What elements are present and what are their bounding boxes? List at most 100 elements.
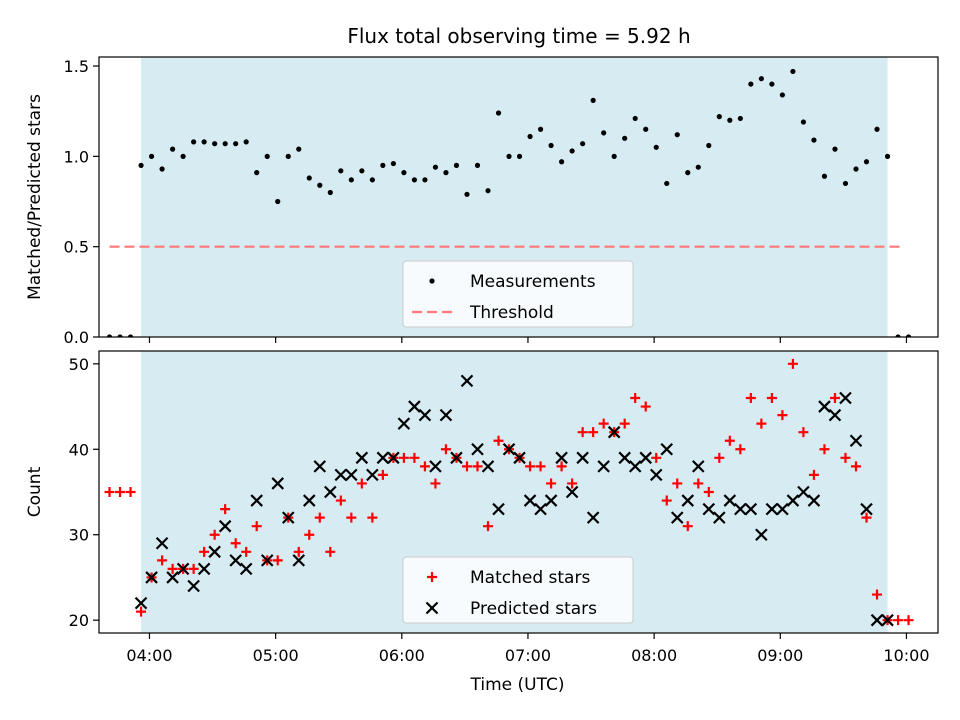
matched-star-point xyxy=(199,546,210,557)
predicted-star-point xyxy=(639,451,652,465)
predicted-star-point xyxy=(324,485,337,499)
matched-star-point xyxy=(430,478,441,489)
measurement-point xyxy=(580,141,586,147)
predicted-star-point xyxy=(818,400,831,413)
matched-star-point xyxy=(483,521,494,532)
predicted-star-point xyxy=(649,468,663,482)
predicted-star-point xyxy=(523,494,537,507)
measurement-point xyxy=(180,153,186,159)
matched-star-point xyxy=(787,358,798,369)
y-tick-label: 50 xyxy=(69,355,89,374)
predicted-star-point xyxy=(744,502,758,516)
marks xyxy=(106,68,912,337)
axes-frame xyxy=(98,350,939,634)
ratio-panel: 0.0 0.5 1.0 1.5 Matched/Predicted stars Measu… xyxy=(25,56,939,347)
measurement-point xyxy=(212,141,218,147)
matched-star-point xyxy=(241,546,252,557)
predicted-star-point xyxy=(513,451,526,465)
matched-star-point xyxy=(104,487,115,497)
matched-star-point xyxy=(567,478,578,489)
matched-star-point xyxy=(493,435,504,446)
predicted-star-point xyxy=(555,451,568,465)
measurement-point xyxy=(611,153,617,159)
matched-star-point xyxy=(157,555,168,566)
measurement-point xyxy=(559,159,565,165)
y-axis-label: Matched/Predicted stars xyxy=(25,94,45,300)
measurement-point xyxy=(727,117,733,123)
measurement-point xyxy=(159,166,165,172)
matched-star-point xyxy=(735,444,746,455)
predicted-star-point xyxy=(271,477,285,490)
predicted-star-point xyxy=(765,502,779,516)
measurement-point xyxy=(233,141,239,147)
predicted-star-point xyxy=(429,460,442,473)
matched-star-point xyxy=(893,615,904,626)
predicted-star-point xyxy=(565,485,579,499)
matched-star-point xyxy=(419,461,430,472)
measurement-point xyxy=(695,164,701,170)
measurement-point xyxy=(527,133,533,140)
predicted-star-point xyxy=(292,554,306,567)
measurement-point xyxy=(380,162,386,168)
x-tick-label: 08:00 xyxy=(631,646,677,665)
measurement-point xyxy=(716,114,722,120)
measurement-point xyxy=(895,334,901,337)
measurement-point xyxy=(148,153,155,159)
measurement-point xyxy=(737,115,743,122)
measurement-point xyxy=(643,126,649,132)
x-tick-label: 06:00 xyxy=(379,646,425,665)
measurement-point xyxy=(369,177,375,183)
matched-star-point xyxy=(335,495,346,506)
measurement-point xyxy=(821,173,828,179)
matched-star-point xyxy=(829,393,840,403)
matched-star-point xyxy=(619,418,630,429)
x-tick-label: 09:00 xyxy=(757,646,803,665)
measurement-point xyxy=(285,153,291,159)
axes-frame xyxy=(98,56,939,338)
predicted-star-point xyxy=(586,511,600,524)
matched-star-point xyxy=(630,393,641,403)
predicted-star-point xyxy=(376,451,390,465)
predicted-star-point xyxy=(197,562,211,576)
measurement-point xyxy=(506,153,512,159)
predicted-star-point xyxy=(492,502,505,516)
measurement-point xyxy=(905,334,912,337)
measurement-point xyxy=(811,137,817,143)
predicted-star-point xyxy=(345,468,358,482)
predicted-star-point xyxy=(460,374,474,388)
measurement-point xyxy=(758,76,764,82)
measurement-point xyxy=(569,148,575,154)
predicted-star-point xyxy=(860,502,873,516)
matched-star-point xyxy=(808,469,819,480)
matched-star-point xyxy=(377,469,388,480)
predicted-star-point xyxy=(702,502,716,516)
predicted-star-point xyxy=(870,613,884,627)
predicted-star-point xyxy=(797,485,810,499)
predicted-star-point xyxy=(660,442,674,456)
predicted-star-point xyxy=(176,562,190,576)
measurement-point xyxy=(348,177,354,183)
measurement-point xyxy=(306,175,312,181)
matched-star-point xyxy=(756,418,767,429)
measurement-point xyxy=(443,170,449,176)
y-tick-label: 1.0 xyxy=(64,147,89,166)
predicted-star-point xyxy=(187,579,200,593)
predicted-star-point xyxy=(670,511,684,524)
matched-star-point xyxy=(577,427,588,438)
predicted-star-point xyxy=(450,451,463,465)
predicted-star-point xyxy=(534,502,547,516)
matched-star-point xyxy=(588,427,599,438)
legend: Measurements Threshold xyxy=(402,260,634,328)
matched-star-point xyxy=(556,461,567,472)
predicted-star-point xyxy=(387,451,400,465)
predicted-star-point xyxy=(239,562,253,576)
measurement-point xyxy=(127,334,134,337)
predicted-star-point xyxy=(692,460,705,473)
matched-star-point xyxy=(525,461,536,472)
measurement-point xyxy=(832,146,838,152)
measurement-point xyxy=(390,160,396,167)
chart-title: Flux total observing time = 5.92 h xyxy=(347,24,690,48)
matched-star-point xyxy=(682,521,693,532)
predicted-star-point xyxy=(366,468,379,482)
matched-star-point xyxy=(861,512,872,523)
